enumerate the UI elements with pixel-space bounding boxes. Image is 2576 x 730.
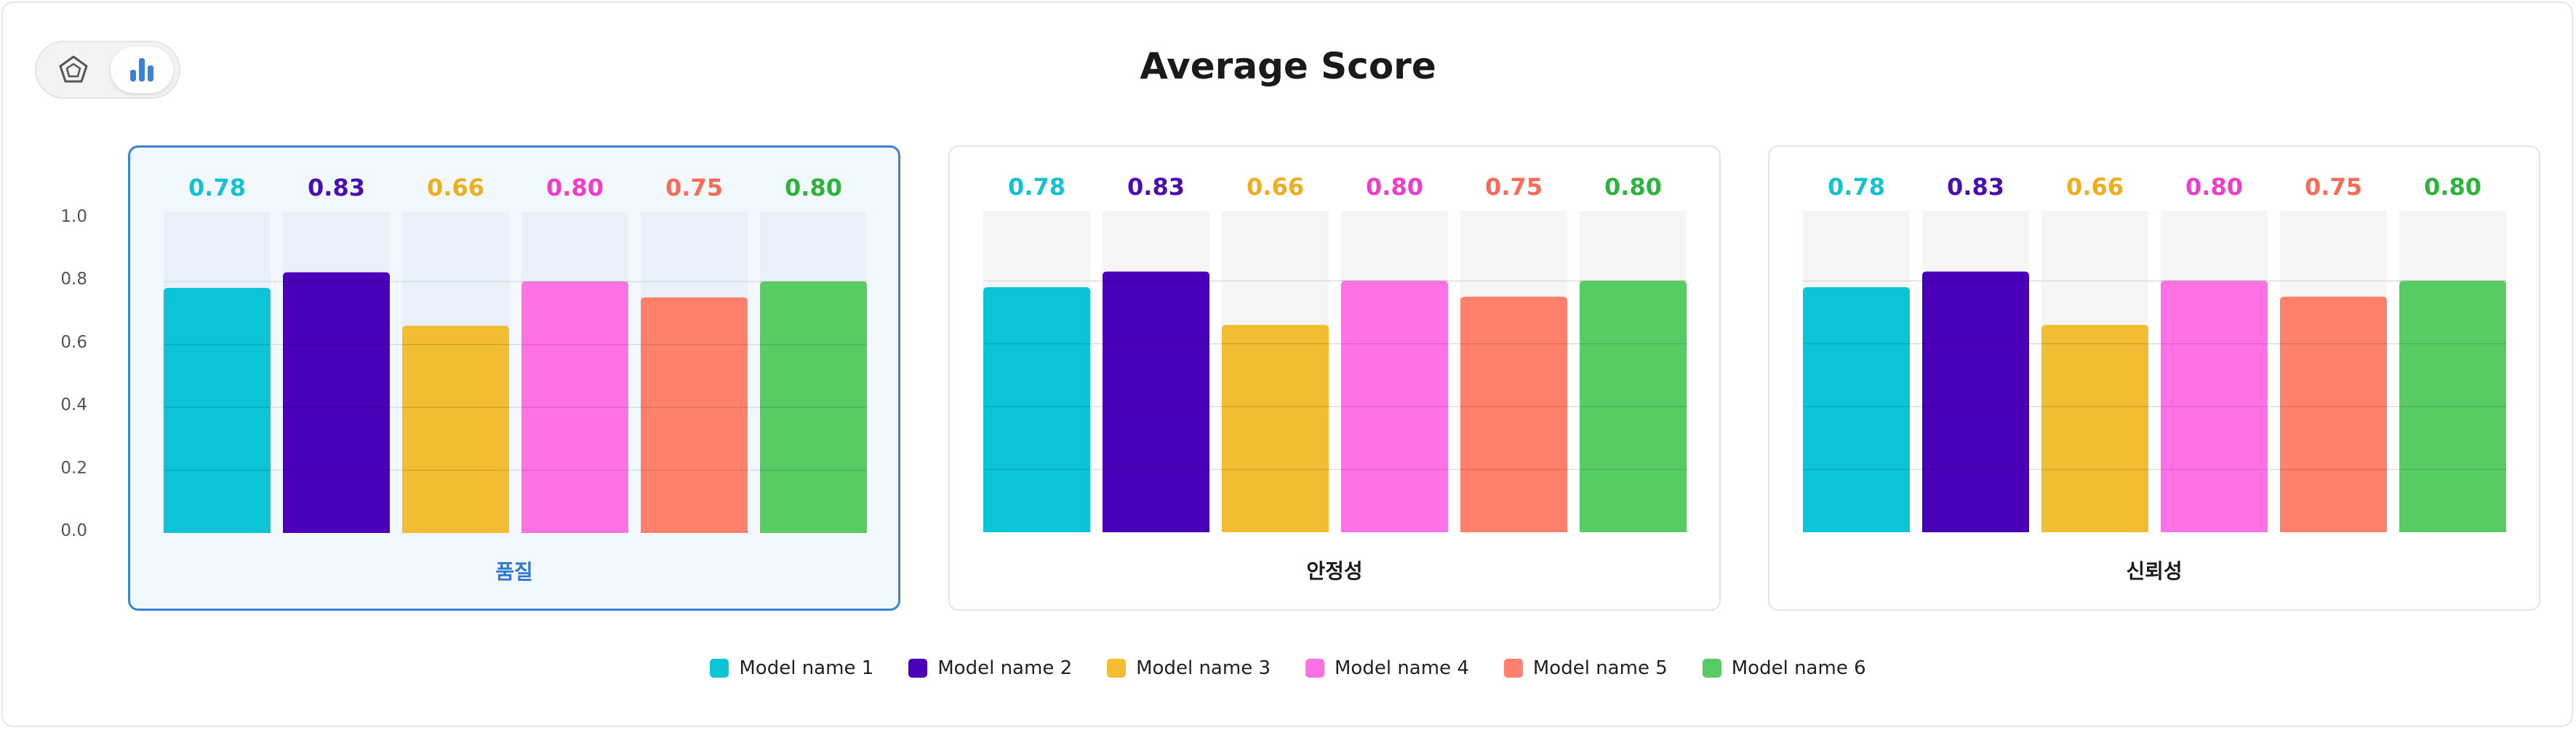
bar-value-label: 0.75: [1485, 173, 1543, 201]
radar-chart-icon: [59, 55, 88, 83]
bar-value-label: 0.80: [1366, 173, 1423, 201]
bar-value-label: 0.83: [1127, 173, 1185, 201]
bar-chart-svg: 0.78 0.83 0.66 0.80 0.75 0.80: [164, 174, 867, 533]
bar-value-label: 0.80: [2424, 173, 2481, 201]
legend-swatch: [1702, 659, 1721, 678]
bar[interactable]: [2399, 281, 2506, 532]
legend-label: Model name 2: [937, 657, 1073, 679]
legend-item[interactable]: Model name 2: [908, 657, 1072, 679]
bar[interactable]: [2161, 281, 2268, 532]
legend-swatch: [908, 659, 928, 678]
panel-category-label: 안정성: [1306, 559, 1363, 583]
chart-panel[interactable]: 0.78 0.83 0.66 0.80 0.75 0.80 안정성: [948, 145, 1721, 611]
bar[interactable]: [164, 288, 271, 533]
bar-value-label: 0.80: [785, 174, 842, 201]
radar-chart-toggle-button[interactable]: [42, 47, 105, 93]
legend-label: Model name 1: [739, 657, 874, 679]
bar-chart-toggle-button[interactable]: [111, 47, 173, 93]
chart-type-toggle: [35, 41, 180, 99]
panel-category-label: 신뢰성: [2126, 559, 2183, 583]
bar-chart-svg: 0.78 0.83 0.66 0.80 0.75 0.80: [983, 173, 1687, 532]
legend-swatch: [1107, 659, 1127, 678]
chart-title: Average Score: [1140, 45, 1436, 87]
y-axis: 0.0 0.2 0.4 0.6 0.8 1.0: [44, 0, 87, 730]
bar[interactable]: [760, 281, 867, 533]
legend-label: Model name 3: [1136, 657, 1271, 679]
bar-chart-icon: [130, 58, 153, 81]
bar[interactable]: [521, 281, 628, 533]
bar[interactable]: [1341, 281, 1448, 532]
bar[interactable]: [402, 325, 509, 533]
bar-value-label: 0.66: [427, 174, 484, 201]
y-tick-label: 0.8: [60, 270, 87, 289]
bar[interactable]: [1580, 281, 1687, 532]
legend-item[interactable]: Model name 5: [1503, 657, 1668, 679]
bar-value-label: 0.66: [2066, 173, 2124, 201]
y-tick-label: 0.6: [60, 332, 87, 352]
bar-chart-svg: 0.78 0.83 0.66 0.80 0.75 0.80: [1803, 173, 2506, 532]
y-tick-label: 0.2: [60, 458, 87, 478]
bar[interactable]: [1222, 324, 1329, 532]
legend-item[interactable]: Model name 6: [1702, 657, 1866, 679]
bar-value-label: 0.83: [308, 174, 365, 201]
bar-value-label: 0.75: [665, 174, 723, 201]
legend-label: Model name 6: [1731, 657, 1866, 679]
bar-value-label: 0.78: [1828, 173, 1885, 201]
legend-label: Model name 4: [1335, 657, 1469, 679]
bar[interactable]: [1103, 271, 1209, 532]
chart-panel[interactable]: 0.78 0.83 0.66 0.80 0.75 0.80 품질: [128, 145, 900, 611]
y-tick-label: 0.4: [60, 396, 87, 415]
bar[interactable]: [983, 287, 1090, 532]
legend-swatch: [1503, 659, 1523, 678]
legend-item[interactable]: Model name 3: [1107, 657, 1271, 679]
bar-value-label: 0.75: [2305, 173, 2362, 201]
bar[interactable]: [1803, 287, 1910, 532]
bar[interactable]: [1460, 297, 1567, 532]
legend-swatch: [1305, 659, 1324, 678]
bar[interactable]: [2280, 297, 2387, 532]
bar-value-label: 0.80: [1604, 173, 1662, 201]
bar-value-label: 0.66: [1247, 173, 1304, 201]
bar-value-label: 0.80: [546, 174, 604, 201]
bar[interactable]: [283, 272, 390, 533]
panel-category-label: 품질: [495, 560, 533, 584]
bar[interactable]: [1922, 271, 2029, 532]
legend: Model name 1 Model name 2 Model name 3 Mode…: [0, 657, 2576, 679]
y-tick-label: 1.0: [60, 207, 87, 226]
bar-value-label: 0.78: [188, 174, 246, 201]
legend-swatch: [710, 659, 729, 678]
chart-panel[interactable]: 0.78 0.83 0.66 0.80 0.75 0.80 신뢰성: [1768, 145, 2540, 611]
legend-item[interactable]: Model name 1: [710, 657, 873, 679]
bar-value-label: 0.80: [2185, 173, 2243, 201]
legend-item[interactable]: Model name 4: [1305, 657, 1469, 679]
y-tick-label: 0.0: [60, 521, 87, 540]
bar[interactable]: [2041, 324, 2148, 532]
legend-label: Model name 5: [1532, 657, 1668, 679]
bar-value-label: 0.78: [1008, 173, 1065, 201]
bar-value-label: 0.83: [1947, 173, 2004, 201]
bar[interactable]: [641, 297, 748, 533]
